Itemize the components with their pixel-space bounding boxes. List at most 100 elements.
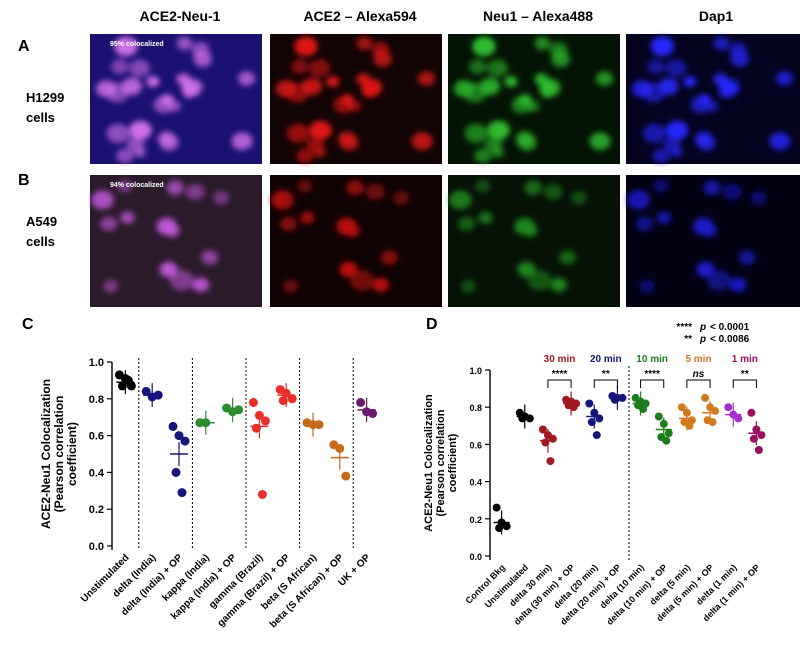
cell: [464, 123, 488, 143]
column-title-neu1: Neu1 – Alexa488: [483, 8, 593, 24]
row-label-line: cells: [26, 234, 55, 249]
y-axis-label: ACE2-Neu1 Colocalization(Pearson correla…: [39, 379, 79, 529]
significance-stars: ****: [644, 369, 660, 380]
cell: [639, 279, 655, 293]
data-point: [754, 446, 763, 454]
cell: [491, 147, 504, 158]
cell: [665, 120, 689, 140]
cell: [571, 191, 587, 205]
time-label: 5 min: [685, 354, 711, 365]
cell: [146, 76, 160, 87]
cell: [696, 261, 715, 278]
cell: [775, 71, 793, 86]
cell: [231, 132, 253, 151]
data-point: [368, 409, 378, 418]
cell: [504, 76, 518, 87]
data-group: [329, 440, 351, 481]
y-tick-label: 0.2: [469, 515, 482, 525]
cell: [719, 86, 733, 98]
data-point: [257, 490, 267, 499]
cell: [449, 190, 472, 210]
time-label: 30 min: [544, 354, 576, 365]
cell: [642, 123, 666, 143]
cell: [683, 76, 697, 87]
cell: [469, 59, 487, 75]
legend-p: p: [699, 322, 706, 333]
time-label: 1 min: [732, 354, 758, 365]
cell: [703, 180, 721, 196]
cell-cluster: [632, 36, 793, 164]
cell: [381, 250, 399, 265]
legend-p: p: [699, 334, 706, 345]
time-label: 10 min: [636, 354, 668, 365]
time-label: 20 min: [590, 354, 622, 365]
cell: [117, 179, 133, 193]
y-tick-label: 0.4: [469, 478, 482, 488]
cell: [100, 216, 117, 231]
cell: [658, 77, 679, 96]
data-group: [608, 385, 627, 410]
cell: [114, 36, 138, 57]
panel-letter-d: D: [426, 316, 438, 333]
data-point: [525, 414, 534, 423]
cell-cluster: [275, 36, 436, 164]
cell: [333, 96, 354, 114]
cell: [511, 96, 532, 114]
row-label-line: H1299: [26, 90, 65, 105]
cell: [286, 123, 310, 143]
cell: [193, 51, 213, 67]
cell: [129, 59, 150, 78]
cell: [653, 179, 669, 193]
cell: [647, 59, 665, 75]
data-group: [492, 503, 511, 535]
data-point: [664, 429, 673, 438]
cell: [156, 217, 177, 236]
cell: [417, 71, 436, 86]
cell: [356, 36, 373, 51]
data-point: [711, 406, 720, 415]
legend-stars: **: [684, 334, 692, 345]
cell: [534, 36, 551, 51]
cell: [750, 191, 767, 205]
data-group: [302, 412, 324, 437]
cell: [106, 123, 130, 143]
data-point: [356, 398, 366, 407]
cell: [120, 211, 135, 224]
y-axis-label-line: coefficient): [447, 433, 459, 492]
cell: [461, 279, 476, 293]
cell: [237, 71, 256, 86]
data-point: [141, 386, 151, 396]
chart-d: 0.0 0.2 0.4 0.6 0.8 1.0 ACE2-Neu1 Colocalizati…: [423, 322, 766, 627]
data-point: [248, 398, 258, 407]
cell: [103, 279, 118, 293]
panel-letter-a: A: [18, 38, 30, 55]
cell: [475, 179, 491, 193]
cell: [159, 134, 179, 151]
data-group: [747, 408, 766, 454]
microscopy-grid: [90, 34, 800, 307]
cell: [339, 134, 359, 151]
cell: [365, 183, 385, 200]
coloc-label-h1299: 95% colocalized: [110, 41, 164, 48]
data-point: [538, 425, 547, 434]
y-tick-label: 0.0: [89, 541, 104, 553]
cell: [514, 217, 535, 236]
cell: [690, 96, 711, 114]
data-point: [595, 414, 604, 423]
cell: [129, 120, 152, 140]
column-title-merge: ACE2-Neu-1: [139, 8, 221, 24]
cell: [665, 59, 687, 78]
cell: [730, 51, 750, 67]
row-label-h1299: H1299 cells: [26, 88, 64, 128]
coloc-label-a549: 94% colocalized: [110, 182, 164, 189]
cell: [693, 217, 714, 236]
column-title-dap1: Dap1: [698, 8, 734, 24]
cell: [478, 211, 493, 224]
data-group: [515, 404, 534, 429]
cell: [632, 80, 653, 98]
y-axis-label-line: ACE2-Neu1 Colocalization: [423, 394, 435, 532]
cell: [133, 147, 146, 158]
cell: [627, 190, 650, 210]
y-axis-label: ACE2-Neu1 Colocalization(Pearson correla…: [423, 394, 459, 532]
y-tick-label: 0.0: [469, 552, 482, 562]
